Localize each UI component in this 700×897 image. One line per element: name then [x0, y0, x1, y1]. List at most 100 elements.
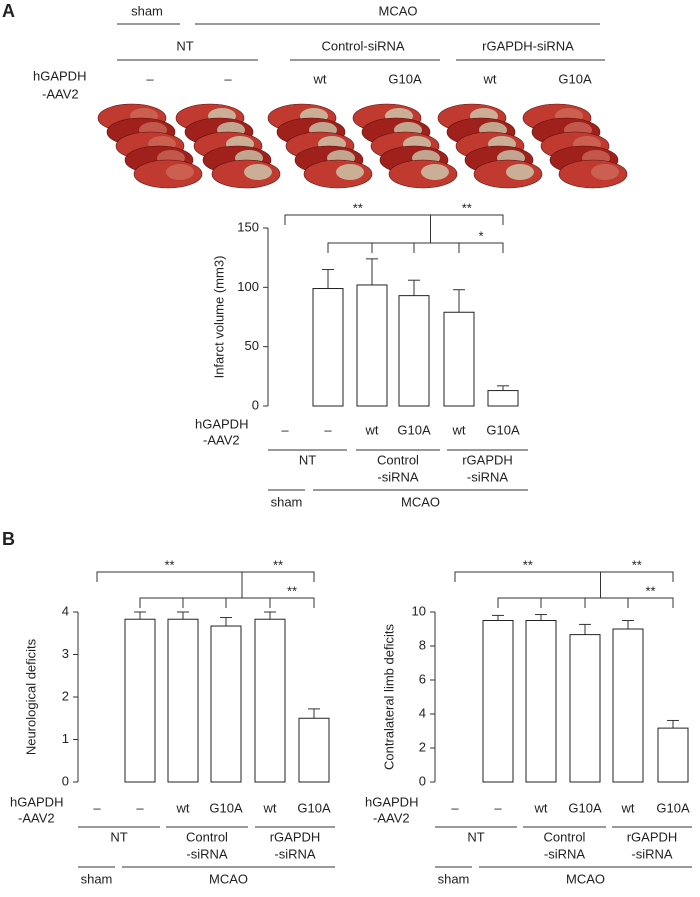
- group-label: -siRNA: [377, 469, 418, 484]
- treatment-label: sham: [438, 871, 470, 886]
- bracket: [139, 597, 271, 608]
- group-label: NT: [299, 452, 316, 467]
- brain-lesion: [506, 164, 534, 180]
- significance: **: [645, 583, 655, 598]
- condition-label: G10A: [388, 71, 422, 86]
- row-label: hGAPDH: [195, 416, 248, 431]
- row-label: -AAV2: [373, 810, 410, 825]
- row-label: hGAPDH: [365, 794, 418, 809]
- header-text: NT: [176, 38, 193, 53]
- condition-label: G10A: [558, 71, 592, 86]
- y-tick-label: 4: [62, 603, 69, 618]
- significance: *: [478, 228, 483, 243]
- y-tick-label: 0: [62, 773, 69, 788]
- y-tick-label: 4: [419, 705, 426, 720]
- group-label: Control: [186, 829, 228, 844]
- y-tick-label: 150: [237, 219, 259, 234]
- bracket: [454, 571, 674, 598]
- header-text: MCAO: [379, 3, 418, 18]
- significance: **: [164, 557, 174, 572]
- y-tick-label: 100: [237, 279, 259, 294]
- condition-label: –: [146, 71, 154, 86]
- header-text: hGAPDH: [33, 68, 86, 83]
- bar: [254, 618, 286, 783]
- y-axis-label: Infarct volume (mm3): [211, 256, 226, 379]
- x-tick-label: wt: [263, 800, 277, 815]
- treatment-label: MCAO: [209, 871, 248, 886]
- y-tick-label: 1: [62, 731, 69, 746]
- bar: [210, 625, 242, 783]
- bar: [525, 620, 557, 783]
- y-axis-label: Neurological deficits: [23, 638, 38, 755]
- x-tick-label: wt: [621, 800, 635, 815]
- brain-lesion: [591, 164, 619, 180]
- panel-label: B: [2, 529, 15, 549]
- header-text: -AAV2: [42, 86, 79, 101]
- y-tick-label: 10: [412, 603, 426, 618]
- significance: **: [632, 557, 642, 572]
- row-label: -AAV2: [203, 432, 240, 447]
- y-tick-label: 2: [419, 739, 426, 754]
- bar: [443, 311, 475, 407]
- group-label: rGAPDH: [270, 829, 321, 844]
- brain-lesion: [244, 164, 272, 180]
- x-tick-label: wt: [176, 800, 190, 815]
- x-tick-label: –: [324, 422, 332, 437]
- bracket: [327, 242, 460, 253]
- bar: [124, 618, 156, 783]
- significance: **: [287, 583, 297, 598]
- x-tick-label: G10A: [486, 422, 520, 437]
- bar: [356, 284, 388, 407]
- group-label: -siRNA: [186, 846, 227, 861]
- y-axis-label: Contralateral limb deficits: [381, 624, 396, 770]
- x-tick-label: G10A: [656, 800, 690, 815]
- header-text: Control-siRNA: [321, 38, 404, 53]
- significance: **: [523, 557, 533, 572]
- bar: [398, 295, 430, 407]
- y-tick-label: 0: [419, 773, 426, 788]
- header-text: rGAPDH-siRNA: [482, 38, 574, 53]
- x-tick-label: G10A: [209, 800, 243, 815]
- x-tick-label: G10A: [397, 422, 431, 437]
- row-label: -AAV2: [18, 810, 55, 825]
- bar: [657, 727, 689, 783]
- row-label: hGAPDH: [10, 794, 63, 809]
- brain-lesion: [336, 164, 364, 180]
- panel-label: A: [2, 1, 15, 21]
- group-label: Control: [544, 829, 586, 844]
- bar: [312, 288, 344, 407]
- x-tick-label: –: [494, 800, 502, 815]
- y-tick-label: 0: [252, 397, 259, 412]
- bracket: [459, 242, 504, 253]
- group-label: rGAPDH: [462, 452, 513, 467]
- treatment-label: sham: [271, 494, 303, 509]
- bar: [482, 620, 514, 783]
- group-label: rGAPDH: [627, 829, 678, 844]
- significance: **: [273, 557, 283, 572]
- bar: [167, 618, 199, 783]
- bracket: [96, 571, 315, 598]
- bar: [569, 634, 601, 783]
- brain-lesion: [166, 164, 194, 180]
- treatment-label: sham: [81, 871, 113, 886]
- x-tick-label: –: [281, 422, 289, 437]
- group-label: NT: [467, 829, 484, 844]
- group-label: -siRNA: [631, 846, 672, 861]
- treatment-label: MCAO: [401, 494, 440, 509]
- condition-label: –: [224, 71, 232, 86]
- x-tick-label: wt: [452, 422, 466, 437]
- bar: [612, 628, 644, 783]
- y-tick-label: 2: [62, 688, 69, 703]
- x-tick-label: –: [451, 800, 459, 815]
- x-tick-label: –: [136, 800, 144, 815]
- bracket: [284, 214, 504, 243]
- x-tick-label: –: [93, 800, 101, 815]
- bracket: [270, 597, 315, 608]
- significance: **: [353, 200, 363, 215]
- significance: **: [462, 200, 472, 215]
- group-label: -siRNA: [274, 846, 315, 861]
- x-tick-label: wt: [534, 800, 548, 815]
- group-label: -siRNA: [544, 846, 585, 861]
- bar: [298, 717, 330, 783]
